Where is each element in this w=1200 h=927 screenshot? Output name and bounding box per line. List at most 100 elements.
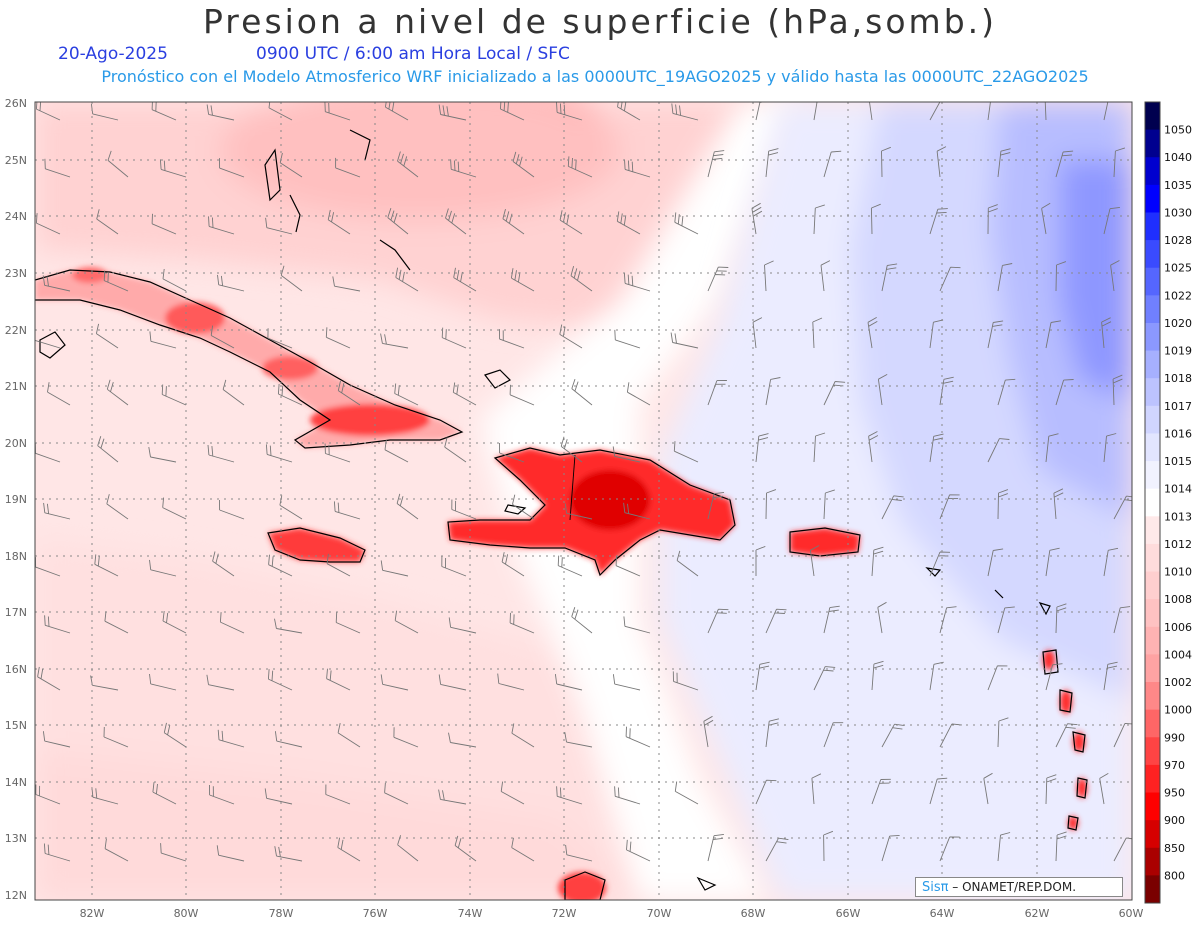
wind-barb bbox=[90, 103, 119, 121]
wind-barb bbox=[1103, 206, 1120, 235]
wind-barb bbox=[163, 722, 187, 748]
wind-barb bbox=[222, 379, 245, 406]
wind-barb bbox=[448, 732, 477, 748]
wind-barb bbox=[35, 213, 61, 235]
wind-barb bbox=[384, 782, 409, 805]
wind-barb bbox=[703, 715, 714, 748]
wind-barb bbox=[264, 788, 293, 805]
wind-barb bbox=[509, 384, 535, 406]
colorbar-label: 1010 bbox=[1164, 566, 1192, 579]
wind-barb bbox=[149, 331, 177, 349]
wind-barb bbox=[325, 784, 351, 805]
wind-barb bbox=[997, 606, 1015, 634]
wind-barb bbox=[324, 443, 351, 463]
colorbar-label: 970 bbox=[1164, 759, 1185, 772]
wind-barb bbox=[453, 267, 477, 292]
wind-barb bbox=[764, 260, 774, 292]
wind-barb bbox=[615, 555, 641, 577]
colorbar-swatch bbox=[1145, 157, 1160, 186]
forecast-date: 20-Ago-2025 bbox=[58, 44, 168, 64]
colorbar-label: 1018 bbox=[1164, 372, 1192, 385]
wind-barb bbox=[512, 494, 535, 520]
wind-barb bbox=[441, 327, 467, 349]
colorbar-swatch bbox=[1145, 709, 1160, 738]
wind-barb bbox=[983, 772, 993, 805]
wind-barb bbox=[765, 489, 777, 520]
lat-label: 18N bbox=[5, 550, 27, 563]
wind-barb bbox=[1045, 547, 1060, 577]
wind-barb bbox=[1113, 606, 1131, 634]
wind-barb bbox=[672, 671, 699, 691]
lat-label: 13N bbox=[5, 832, 27, 845]
wind-barb bbox=[939, 376, 954, 406]
wind-barb bbox=[929, 433, 944, 463]
credit-box: Sisπ – ONAMET/REP.DOM. bbox=[915, 877, 1123, 897]
wind-barb bbox=[274, 731, 303, 748]
colorbar-swatch bbox=[1145, 516, 1160, 545]
colorbar-label: 950 bbox=[1164, 787, 1185, 800]
wind-barb bbox=[813, 432, 826, 463]
wind-barb bbox=[997, 263, 1013, 292]
colorbar-swatch bbox=[1145, 129, 1160, 158]
wind-barb bbox=[162, 268, 187, 292]
lat-label: 23N bbox=[5, 267, 27, 280]
wind-barb bbox=[1099, 773, 1109, 805]
wind-barb bbox=[871, 660, 884, 691]
colorbar-label: 1050 bbox=[1164, 124, 1192, 137]
colorbar-swatch bbox=[1145, 184, 1160, 213]
colorbar-label: 1016 bbox=[1164, 427, 1192, 440]
wind-barb bbox=[614, 329, 641, 349]
lon-label: 66W bbox=[836, 907, 861, 920]
wind-barb bbox=[823, 489, 835, 520]
colorbar-label: 800 bbox=[1164, 869, 1185, 882]
wind-barb bbox=[881, 263, 898, 292]
lon-label: 68W bbox=[741, 907, 766, 920]
colorbar-swatch bbox=[1145, 378, 1160, 407]
wind-barb bbox=[35, 557, 61, 577]
wind-barb bbox=[554, 674, 583, 691]
wind-barb bbox=[107, 150, 129, 178]
wind-barb bbox=[267, 669, 293, 691]
wind-barb bbox=[612, 446, 641, 463]
colorbar-label: 1013 bbox=[1164, 510, 1192, 523]
wind-barb bbox=[326, 553, 351, 577]
wind-barb bbox=[394, 383, 419, 406]
wind-barb bbox=[559, 210, 583, 235]
wind-barb bbox=[210, 325, 235, 349]
wind-barb bbox=[152, 782, 177, 805]
colorbar-swatch bbox=[1145, 847, 1160, 876]
colorbar-label: 1040 bbox=[1164, 151, 1192, 164]
wind-barb bbox=[327, 209, 351, 235]
wind-barb bbox=[813, 204, 825, 235]
wind-barb bbox=[556, 786, 583, 805]
colorbar-swatch bbox=[1145, 405, 1160, 434]
wind-barb bbox=[325, 327, 351, 349]
wind-barb bbox=[206, 104, 235, 121]
wind-barb bbox=[571, 607, 593, 634]
wind-barb bbox=[809, 545, 820, 577]
colorbar-label: 1035 bbox=[1164, 179, 1192, 192]
colorbar-swatch bbox=[1145, 350, 1160, 379]
wind-barb bbox=[929, 208, 948, 235]
wind-barb bbox=[1101, 317, 1112, 349]
wind-barb bbox=[326, 668, 351, 691]
wind-barb bbox=[384, 439, 409, 463]
wind-barb bbox=[151, 102, 177, 121]
colorbar-swatch bbox=[1145, 571, 1160, 600]
wind-barb bbox=[207, 444, 235, 463]
lon-label: 60W bbox=[1119, 907, 1144, 920]
wind-barb bbox=[511, 837, 535, 862]
wind-barb bbox=[148, 447, 177, 463]
wind-barb bbox=[755, 779, 777, 805]
wind-barb bbox=[1055, 150, 1074, 178]
wind-barb bbox=[497, 673, 525, 691]
wind-barb bbox=[1044, 102, 1047, 121]
colorbar-swatch bbox=[1145, 102, 1160, 131]
wind-barb bbox=[500, 781, 525, 805]
wind-barb bbox=[997, 717, 1009, 748]
wind-barb bbox=[103, 270, 129, 292]
wind-barb bbox=[1110, 260, 1120, 292]
wind-barb bbox=[564, 732, 593, 748]
wind-barb bbox=[35, 784, 61, 805]
wind-barb bbox=[47, 382, 71, 406]
